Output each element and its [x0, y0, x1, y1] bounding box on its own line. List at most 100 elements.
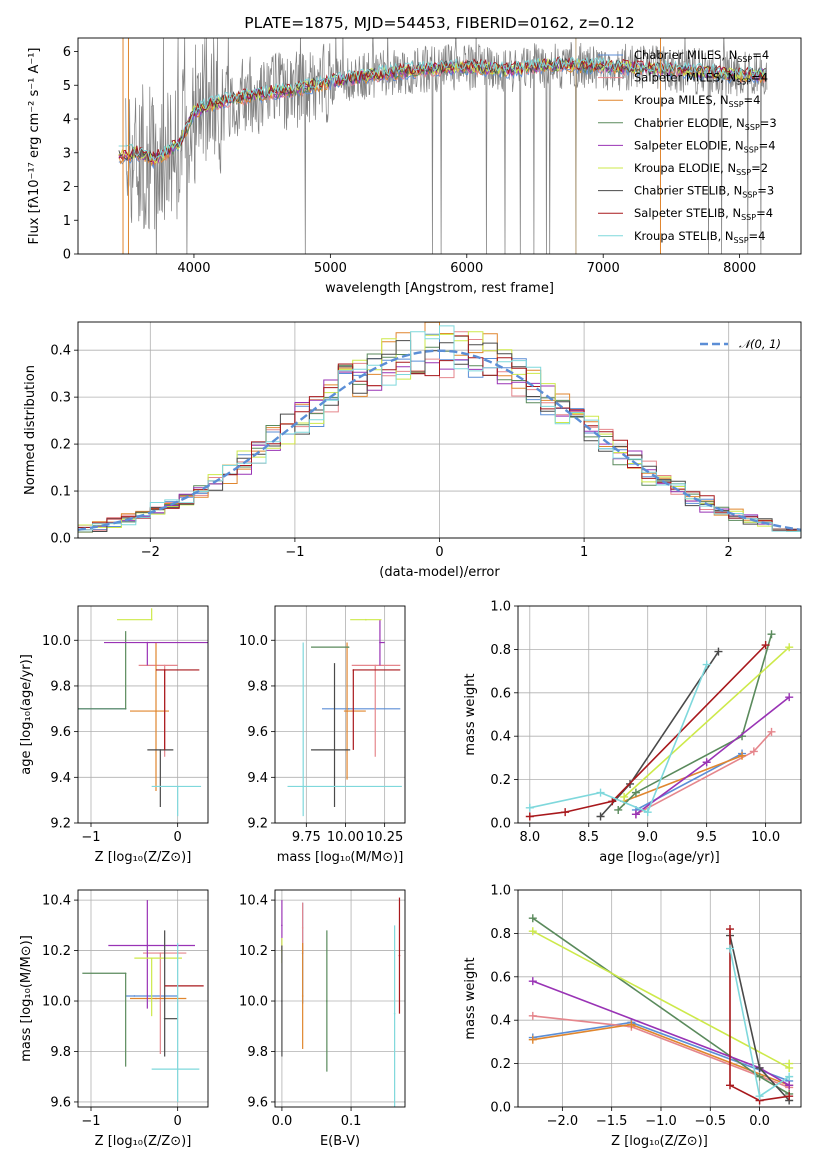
x-tick-label-2: 6000: [450, 261, 483, 276]
point-kroupa-elodie: [350, 618, 382, 621]
series-marker-1: [755, 1072, 764, 1081]
marks-layer: [118, 38, 768, 254]
y-tick-label-2: 0.4: [490, 730, 511, 745]
y-tick-label-3: 0.6: [490, 970, 511, 985]
model-spectrum-line-salpeter-stelib: [118, 57, 766, 163]
x-tick-label-2: 10.25: [366, 830, 403, 845]
x-axis-label: Z [log₁₀(Z/Z⊙)]: [611, 1134, 708, 1149]
series-salpeter-stelib: [525, 641, 770, 821]
marks-layer: [78, 608, 208, 817]
marks-layer: [281, 897, 401, 1107]
y-tick-label-4: 0.8: [490, 643, 511, 658]
point-marker: [150, 618, 153, 621]
series-line: [623, 754, 743, 803]
y-axis-label: mass [log₁₀(M/M⊙)]: [19, 935, 34, 1062]
marks-layer: [528, 914, 794, 1105]
y-tick-label-3: 10.2: [239, 944, 268, 959]
legend-subscript: SSP: [744, 145, 759, 154]
series-kroupa-elodie: [528, 927, 794, 1072]
point-marker: [133, 995, 136, 997]
legend-label-gaussian: 𝒩(0, 1): [739, 337, 781, 351]
point-kroupa-elodie: [117, 608, 153, 621]
y-tick-label-3: 0.3: [50, 391, 71, 406]
y-tick-label-0: 0.0: [490, 1101, 511, 1116]
x-tick-label-0: 4000: [177, 261, 210, 276]
x-tick-label-0: 8.0: [519, 830, 540, 845]
legend-subscript: SSP: [729, 100, 744, 109]
x-axis-label: mass [log₁₀(M/M⊙)]: [277, 850, 404, 865]
point-marker: [333, 749, 336, 751]
point-marker: [155, 710, 157, 712]
x-tick-label-1: −1: [285, 545, 304, 560]
series-marker-0: [528, 1011, 537, 1020]
series-marker-3: [785, 1092, 794, 1101]
axes-frame: [517, 889, 802, 1108]
x-tick-label-3: −0.5: [694, 1114, 726, 1129]
series-marker-1: [596, 788, 605, 797]
y-tick-label-3: 0.6: [490, 686, 511, 701]
series-kroupa-stelib: [726, 944, 794, 1101]
y-tick-label-4: 0.4: [50, 344, 71, 359]
legend-text: Chabrier ELODIE, N: [634, 116, 745, 130]
y-tick-label-3: 9.8: [247, 679, 268, 694]
point-chabrier-stelib: [311, 663, 351, 808]
y-tick-label-2: 0.2: [50, 438, 71, 453]
x-axis-label: Z [log₁₀(Z/Z⊙)]: [95, 1134, 192, 1149]
series-kroupa-stelib: [525, 660, 711, 817]
legend-subscript: SSP: [737, 55, 752, 64]
x-axis-label: (data-model)/error: [379, 565, 500, 580]
series-marker-1: [726, 1081, 735, 1090]
series-marker-1: [749, 747, 758, 756]
point-chabrier-elodie: [82, 972, 127, 1067]
legend-value: =4: [744, 93, 761, 107]
series-marker-0: [726, 944, 735, 953]
x-tick-label-1: 5000: [314, 261, 347, 276]
legend-text: Kroupa MILES, N: [634, 93, 729, 107]
series-marker-1: [561, 808, 570, 817]
x-axis-label: Z [log₁₀(Z/Z⊙)]: [95, 850, 192, 865]
model-spectrum-line-kroupa-stelib: [118, 56, 766, 162]
series-marker-2: [643, 808, 652, 817]
x-tick-label-3: 1: [580, 545, 588, 560]
point-marker: [159, 749, 162, 751]
legend-label-0: Chabrier MILES, NSSP=4: [634, 48, 769, 64]
age-vs-metallicity-panel: −1 0 9.2 9.4 9.6 9.8 10.0 Z [log₁₀(Z/Z⊙)] age [l…: [19, 605, 209, 865]
y-tick-label-2: 10.0: [239, 995, 268, 1010]
x-tick-label-1: −1.5: [596, 1114, 628, 1129]
y-tick-label-3: 9.8: [50, 679, 71, 694]
legend-label-2: Kroupa MILES, NSSP=4: [634, 93, 760, 109]
point-kroupa-miles: [301, 942, 304, 1049]
series-marker-3: [702, 660, 711, 669]
y-tick-label-4: 10.4: [239, 894, 268, 909]
x-axis-label: wavelength [Angstrom, rest frame]: [325, 281, 554, 296]
series-salpeter-elodie: [631, 693, 794, 819]
y-tick-label-3: 3: [63, 146, 71, 161]
legend-text: Kroupa ELODIE, N: [634, 161, 736, 175]
series-line: [599, 651, 720, 818]
y-tick-label-0: 0: [63, 248, 71, 263]
series-marker-2: [785, 1059, 794, 1068]
point-kroupa-elodie: [134, 957, 182, 1017]
x-tick-label-4: 0.0: [749, 1114, 770, 1129]
legend-text: Chabrier MILES, N: [634, 48, 737, 62]
legend-value: =3: [760, 116, 777, 130]
point-marker: [163, 669, 166, 671]
y-tick-label-2: 9.6: [247, 725, 268, 740]
point-kroupa-stelib: [393, 925, 396, 1107]
axes-frame: [274, 605, 406, 824]
point-salpeter-stelib: [164, 985, 204, 987]
marks-layer: [287, 618, 402, 817]
point-marker: [281, 1000, 283, 1002]
legend-label-8: Kroupa STELIB, NSSP=4: [634, 229, 765, 245]
y-tick-label-1: 1: [63, 214, 71, 229]
series-marker-0: [620, 792, 629, 801]
y-tick-label-5: 1.0: [490, 600, 511, 615]
point-chabrier-stelib: [163, 930, 178, 1057]
point-chabrier-stelib: [281, 945, 283, 1057]
point-kroupa-miles: [130, 642, 169, 792]
series-marker-1: [738, 751, 747, 760]
series-marker-0: [528, 927, 537, 936]
point-marker: [326, 1000, 328, 1002]
legend-value: =4: [751, 71, 768, 85]
